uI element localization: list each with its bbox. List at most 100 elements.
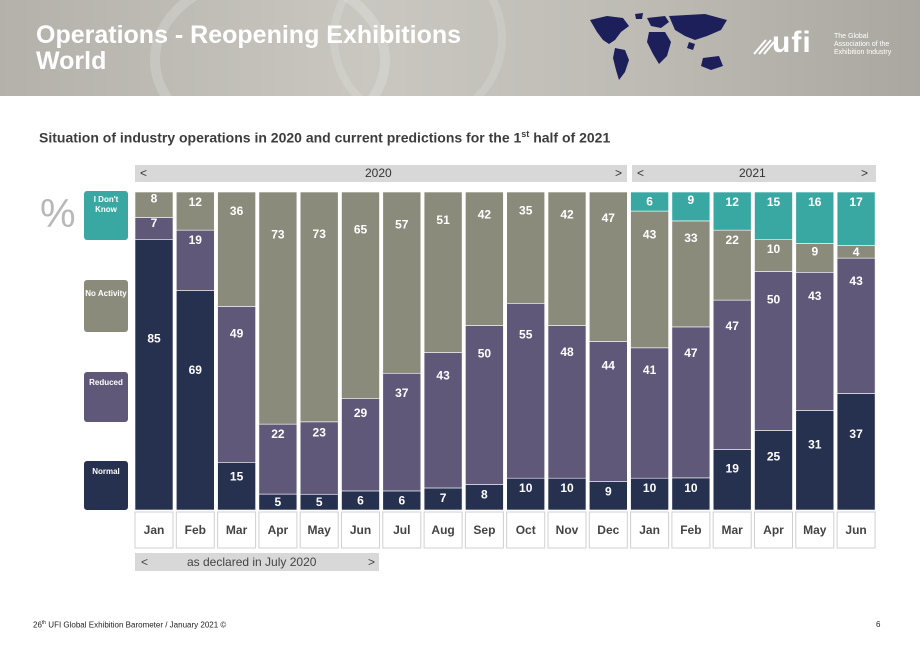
month-cell [175, 511, 215, 549]
bar-value-label: 37 [849, 427, 863, 441]
month-cell [712, 511, 752, 549]
month-label: Jun [350, 523, 371, 537]
declared-left-arrow: < [141, 555, 149, 569]
bar-value-label: 9 [688, 193, 695, 207]
header-decoration [330, 0, 506, 96]
bar-segment-normal [795, 410, 835, 511]
year-bar-left-arrow: < [140, 166, 148, 180]
month-cell [464, 511, 504, 549]
bar-value-label: 19 [726, 462, 740, 476]
month-label: Jun [845, 523, 866, 537]
bar-segment-no-activity [341, 191, 380, 399]
bar-value-label: 15 [230, 469, 244, 483]
bar-segment-no-activity [795, 243, 835, 273]
bar-value-label: 33 [684, 231, 698, 245]
bar-segment-i-don-t-know [671, 191, 711, 222]
bar-segment-reduced [547, 325, 587, 479]
bar-segment-no-activity [630, 210, 669, 349]
bar-segment-reduced [382, 372, 422, 492]
bar-segment-reduced [465, 325, 504, 485]
month-label: Jul [393, 523, 410, 537]
bar-value-label: 9 [811, 245, 818, 259]
bar-value-label: 29 [354, 406, 368, 420]
year-bar-label: 2021 [739, 166, 766, 180]
bar-segment-reduced [299, 421, 339, 495]
bar-segment-normal [176, 290, 215, 511]
bar-value-label: 6 [398, 493, 405, 507]
month-label: Feb [185, 523, 206, 537]
bar-segment-normal [134, 239, 174, 511]
logo-tagline: The Global Association of the Exhibition… [834, 33, 914, 57]
bar-segment-reduced [423, 352, 463, 489]
bar-value-label: 43 [436, 369, 450, 383]
bar-segment-no-activity [506, 191, 546, 304]
subtitle-text-end: half of 2021 [529, 129, 611, 146]
month-label: Dec [597, 523, 619, 537]
bar-segment-no-activity [258, 191, 298, 425]
subtitle-text: Situation of industry operations in 2020… [39, 129, 522, 146]
bar-value-label: 12 [189, 195, 203, 209]
declared-label: as declared in July 2020 [187, 555, 317, 569]
bar-segment-normal [754, 430, 793, 511]
month-cell [754, 511, 793, 549]
bar-segment-normal [630, 477, 669, 511]
percent-symbol: % [40, 192, 76, 236]
bar-value-label: 73 [271, 227, 285, 241]
footer-superscript: th [41, 620, 47, 626]
bar-segment-no-activity [547, 191, 587, 326]
bar-segment-i-don-t-know [795, 191, 835, 244]
bar-value-label: 23 [313, 425, 327, 439]
legend-item-reduced: Reduced [84, 372, 128, 422]
bar-segment-normal [547, 477, 587, 511]
bar-value-label: 9 [605, 484, 612, 498]
bar-value-label: 19 [189, 233, 203, 247]
bar-segment-i-don-t-know [712, 191, 752, 231]
month-label: Jan [144, 523, 165, 537]
bar-value-label: 69 [189, 363, 203, 377]
month-label: Mar [722, 523, 744, 537]
bar-segment-i-don-t-know [836, 191, 876, 246]
bar-value-label: 22 [271, 427, 285, 441]
declared-note-bar: < as declared in July 2020 > [135, 553, 379, 571]
month-cell [795, 511, 835, 549]
subtitle-superscript: st [521, 129, 530, 139]
month-label: Feb [680, 523, 701, 537]
bar-segment-no-activity [712, 229, 752, 301]
bar-segment-i-don-t-know [630, 191, 669, 212]
bar-value-label: 16 [808, 195, 822, 209]
world-map-icon [590, 13, 727, 80]
bar-value-label: 15 [767, 195, 781, 209]
bar-value-label: 73 [313, 227, 327, 241]
month-label: May [308, 523, 332, 537]
bar-segment-no-activity [588, 191, 628, 342]
month-label: Apr [268, 523, 289, 537]
bar-value-label: 5 [275, 495, 282, 509]
bar-value-label: 42 [478, 208, 492, 222]
legend-item-normal: Normal [84, 461, 128, 510]
bar-segment-reduced [341, 398, 380, 492]
bar-value-label: 6 [357, 493, 364, 507]
bar-value-label: 48 [560, 345, 574, 359]
bar-value-label: 8 [481, 488, 488, 502]
month-cell [506, 511, 546, 549]
bar-value-label: 6 [646, 195, 653, 209]
bar-value-label: 43 [643, 227, 657, 241]
logo-wordmark: ufi [772, 26, 812, 59]
bar-segment-normal [465, 484, 504, 511]
bar-value-label: 50 [767, 292, 781, 306]
year-bar-2020: < 2020 > [135, 165, 627, 182]
year-bar-label: 2020 [365, 166, 392, 180]
bar-value-label: 10 [643, 481, 657, 495]
tagline-line: Association of the [834, 41, 890, 48]
bar-value-label: 10 [767, 242, 781, 256]
bar-value-label: 37 [395, 386, 409, 400]
month-cell [836, 511, 876, 549]
bar-value-label: 55 [519, 327, 533, 341]
month-cell [671, 511, 711, 549]
month-cell [299, 511, 339, 549]
bar-segment-no-activity [671, 220, 711, 328]
month-cell [258, 511, 298, 549]
legend-item-no-activity: No Activity [84, 280, 128, 332]
bar-segment-no-activity [382, 191, 422, 374]
